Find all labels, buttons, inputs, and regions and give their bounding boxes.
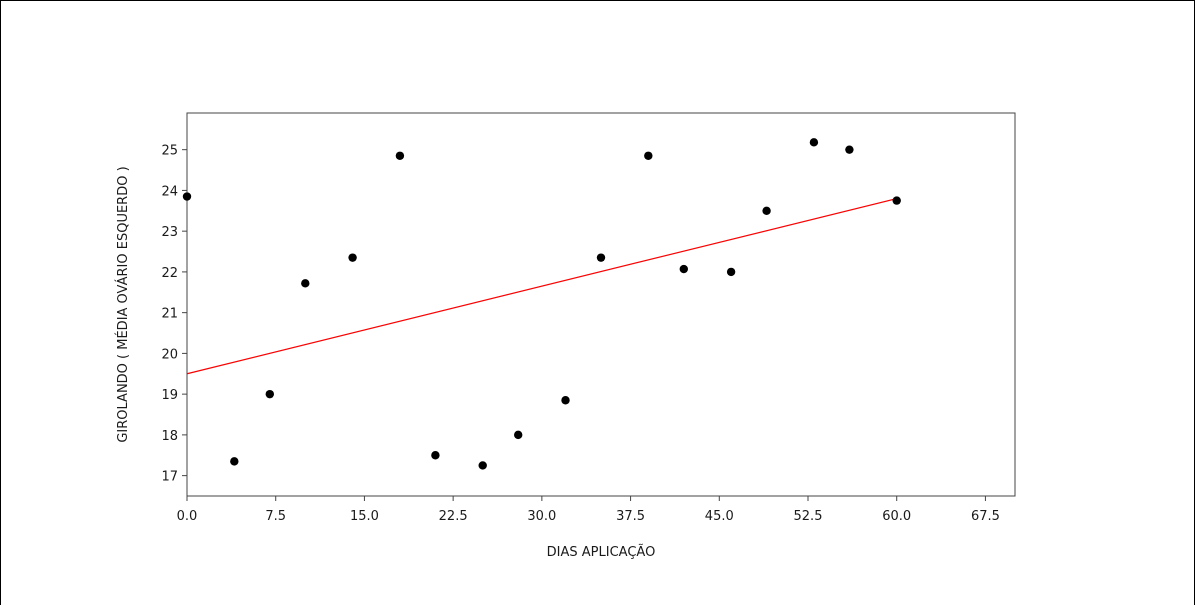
data-point [182, 192, 192, 201]
data-point [561, 396, 570, 405]
data-point [230, 457, 239, 466]
x-tick-label: 15.0 [350, 509, 379, 524]
data-points [182, 138, 901, 470]
x-tick-label: 67.5 [971, 509, 1000, 524]
y-tick-label: 17 [161, 470, 178, 485]
data-point [265, 389, 274, 399]
data-point [301, 279, 310, 288]
y-tick-label: 18 [161, 429, 178, 444]
data-point [348, 253, 357, 262]
x-tick-label: 52.5 [794, 509, 823, 524]
x-axis: 0.0 7.5 15.0 22.5 30.0 37.5 45.0 52.5 60.0 67.5 [177, 496, 1000, 524]
plot-area [186, 112, 1016, 497]
x-tick-label: 7.5 [265, 509, 286, 524]
data-point [596, 253, 606, 262]
data-point [395, 151, 405, 160]
x-tick-label: 60.0 [882, 509, 911, 524]
regression-line [186, 197, 897, 375]
y-tick-label: 21 [161, 307, 178, 322]
data-point [644, 151, 653, 160]
y-tick-label: 20 [161, 347, 178, 362]
x-tick-label: 37.5 [616, 509, 645, 524]
data-point [726, 267, 736, 277]
data-point [892, 196, 901, 205]
y-tick-label: 19 [161, 388, 178, 403]
y-tick-label: 25 [161, 144, 178, 159]
x-tick-label: 45.0 [705, 509, 734, 524]
x-tick-label: 0.0 [177, 509, 198, 524]
y-axis: 17 18 19 20 21 22 23 24 25 [161, 144, 187, 485]
y-axis-title: GIROLANDO ( MÉDIA OVÁRIO ESQUERDO ) [115, 166, 131, 442]
data-point [431, 451, 440, 460]
data-point [514, 430, 523, 440]
y-tick-label: 23 [161, 225, 178, 240]
x-tick-label: 30.0 [527, 509, 556, 524]
data-point [845, 145, 854, 154]
y-tick-label: 22 [161, 266, 178, 281]
data-point [679, 264, 688, 274]
y-tick-label: 24 [161, 184, 178, 199]
x-axis-title: DIAS APLICAÇÃO [547, 544, 656, 560]
data-point [809, 138, 819, 147]
data-point [478, 461, 487, 470]
data-point [762, 206, 771, 215]
x-tick-label: 22.5 [439, 509, 468, 524]
